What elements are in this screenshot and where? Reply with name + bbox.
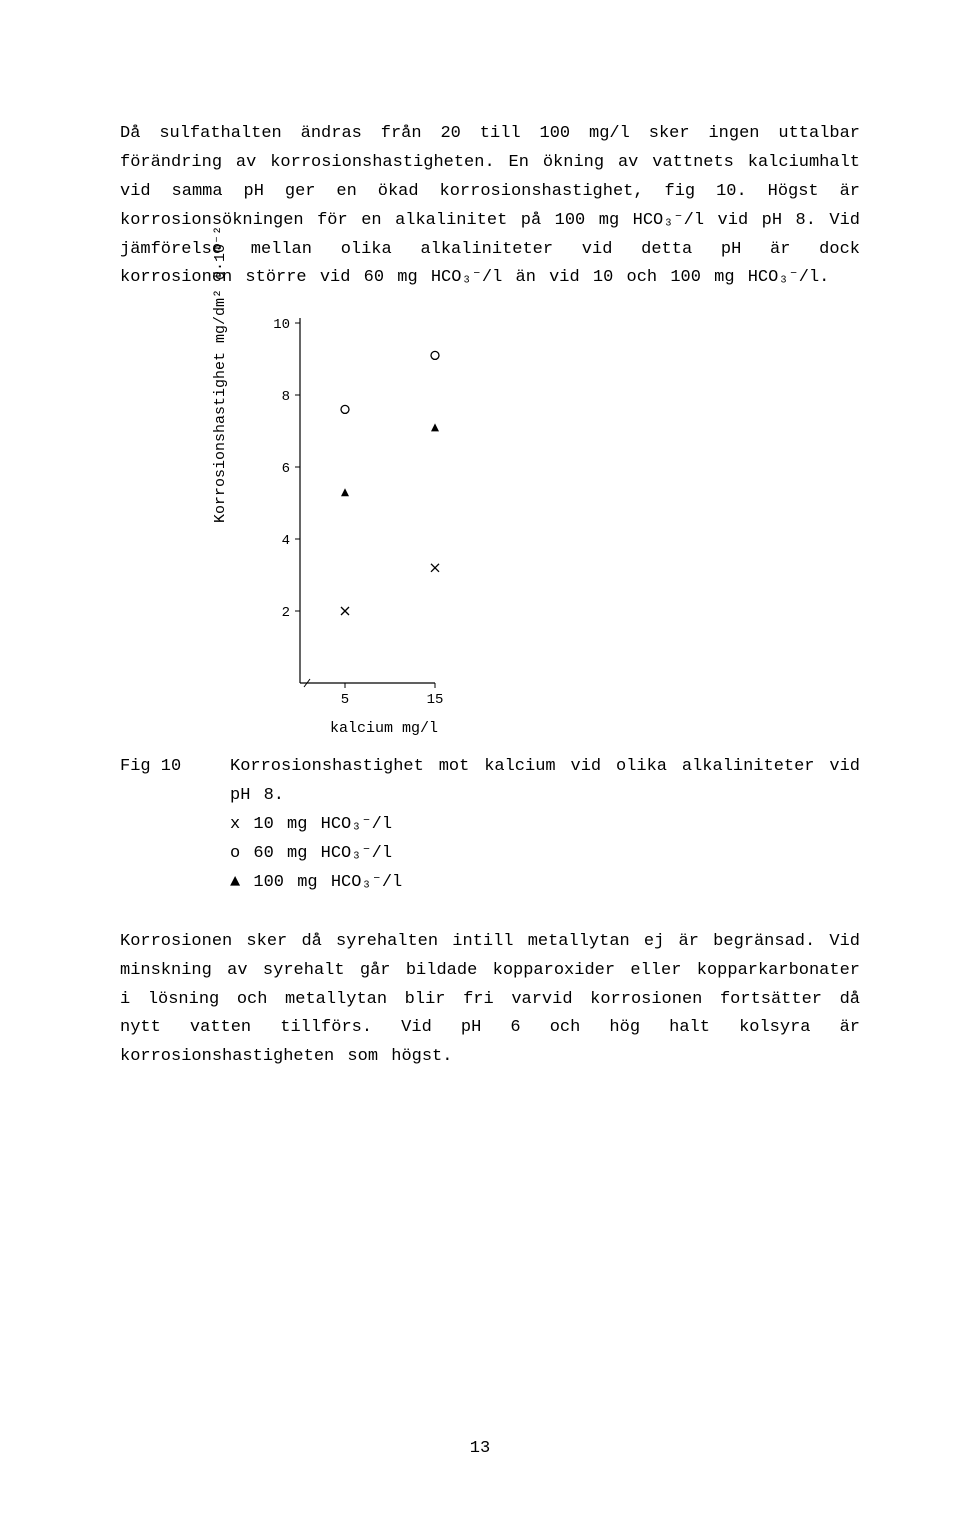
paragraph-1: Då sulfathalten ändras från 20 till 100 … (120, 120, 860, 293)
page-number: 13 (470, 1439, 490, 1458)
figure-caption-text: Korrosionshastighet mot kalcium vid olik… (230, 753, 860, 811)
svg-text:6: 6 (282, 461, 290, 477)
figure-label: Fig 10 (120, 753, 230, 897)
chart-y-axis-label: Korrosionshastighet mg/dm² d·10⁻² (210, 226, 229, 523)
legend-line: ▲ 100 mg HCO₃⁻/l (230, 869, 860, 898)
svg-text:15: 15 (427, 692, 444, 708)
scatter-chart: 246810515 Korrosionshastighet mg/dm² d·1… (240, 313, 500, 733)
chart-svg: 2 4 6 8 10 5 15 (240, 313, 500, 733)
figure-caption-block: Korrosionshastighet mot kalcium vid olik… (230, 753, 860, 897)
svg-text:10: 10 (273, 317, 290, 333)
legend-line: o 60 mg HCO₃⁻/l (230, 840, 860, 869)
legend-line: x 10 mg HCO₃⁻/l (230, 811, 860, 840)
svg-text:5: 5 (341, 692, 349, 708)
paragraph-2: Korrosionen sker då syrehalten intill me… (120, 928, 860, 1072)
svg-text:2: 2 (282, 605, 290, 621)
chart-x-axis-label: kalcium mg/l (330, 720, 438, 737)
svg-text:4: 4 (282, 533, 290, 549)
svg-text:8: 8 (282, 389, 290, 405)
